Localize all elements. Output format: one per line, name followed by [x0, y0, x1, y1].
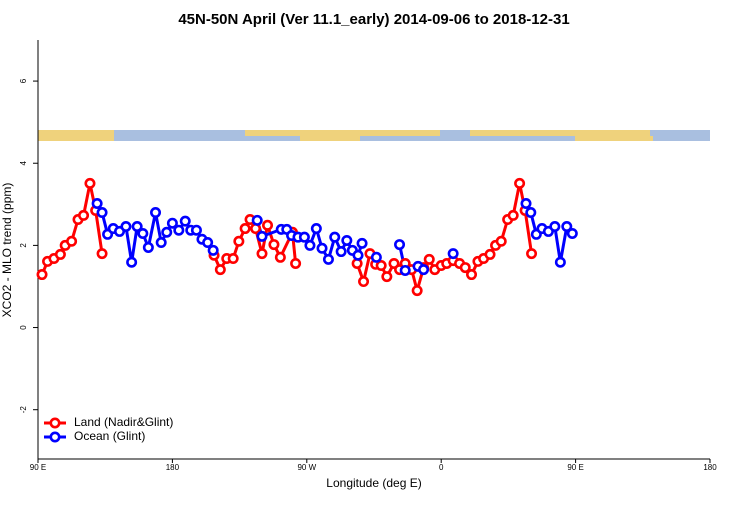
data-point [495, 235, 507, 247]
data-point [256, 230, 268, 242]
data-point [96, 248, 108, 260]
x-tick-label: 90 E [567, 463, 583, 472]
data-point [142, 241, 154, 253]
data-point [155, 237, 167, 249]
data-point [352, 249, 364, 261]
data-point [525, 207, 537, 219]
x-tick-label: 90 W [297, 463, 316, 472]
y-tick-label: 2 [19, 243, 28, 248]
data-point [370, 251, 382, 263]
data-point [459, 262, 471, 274]
data-point [233, 235, 245, 247]
legend-label: Land (Nadir&Glint) [74, 415, 173, 429]
x-tick-label: 0 [439, 463, 444, 472]
y-tick-label: 6 [19, 78, 28, 83]
data-point [227, 253, 239, 265]
data-point [399, 264, 411, 276]
y-axis-label: XCO2 - MLO trend (ppm) [0, 183, 14, 318]
data-point [356, 237, 368, 249]
data-point [375, 260, 387, 272]
data-point [91, 197, 103, 209]
data-point [274, 251, 286, 263]
data-point [466, 269, 478, 281]
data-point [54, 248, 66, 260]
chart-title: 45N-50N April (Ver 11.1_early) 2014-09-0… [178, 11, 569, 28]
data-point [251, 214, 263, 226]
data-point [84, 177, 96, 189]
data-point [150, 207, 162, 219]
data-point [561, 220, 573, 232]
data-point [514, 177, 526, 189]
data-point [329, 231, 341, 243]
data-point [268, 239, 280, 251]
data-point [214, 264, 226, 276]
data-point [304, 239, 316, 251]
map-strip [38, 130, 710, 141]
x-tick-label: 180 [166, 463, 180, 472]
data-point [549, 220, 561, 232]
data-point [173, 224, 185, 236]
data-point [66, 235, 78, 247]
data-point [161, 226, 173, 238]
data-point [520, 197, 532, 209]
data-point [137, 227, 149, 239]
data-point [447, 248, 459, 260]
data-point [381, 271, 393, 283]
data-point [484, 248, 496, 260]
data-point [298, 231, 310, 243]
y-tick-label: 0 [19, 325, 28, 330]
data-point [202, 237, 214, 249]
data-point [256, 248, 268, 260]
data-point [526, 248, 538, 260]
data-point [423, 253, 435, 265]
y-tick-label: 4 [19, 160, 28, 165]
data-point [316, 242, 328, 254]
data-point [358, 276, 370, 288]
legend-label: Ocean (Glint) [74, 429, 145, 443]
data-point [166, 217, 178, 229]
data-point [341, 234, 353, 246]
data-point [566, 227, 578, 239]
data-point [335, 246, 347, 258]
data-point [322, 253, 334, 265]
x-tick-label: 180 [703, 463, 717, 472]
data-point [207, 244, 219, 256]
data-point [418, 264, 430, 276]
data-point [96, 207, 108, 219]
data-point [262, 219, 274, 231]
data-point [131, 220, 143, 232]
data-point [78, 209, 90, 221]
data-point [394, 239, 406, 251]
data-point [411, 285, 423, 297]
data-point [239, 223, 251, 235]
data-point [290, 257, 302, 269]
data-point [36, 269, 48, 281]
data-point [507, 209, 519, 221]
data-point [120, 220, 132, 232]
x-axis-label: Longitude (deg E) [326, 476, 421, 490]
data-point [554, 256, 566, 268]
x-tick-label: 90 E [30, 463, 46, 472]
legend-marker [49, 417, 61, 429]
data-point [190, 224, 202, 236]
data-point [179, 215, 191, 227]
legend-marker [49, 431, 61, 443]
data-point [126, 256, 138, 268]
y-tick-label: -2 [19, 406, 28, 414]
data-point [310, 223, 322, 235]
